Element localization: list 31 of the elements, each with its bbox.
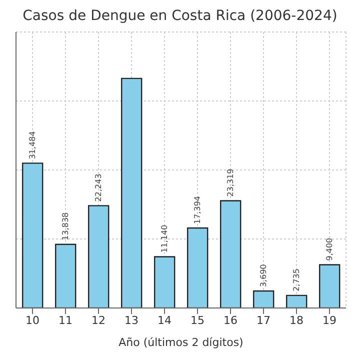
x-tick-label: 11 [58, 314, 72, 327]
bar [253, 290, 274, 308]
x-tick-label: 15 [190, 314, 204, 327]
data-label: 31,484 [28, 131, 38, 160]
data-label: 17,394 [193, 196, 202, 224]
data-label: 13,838 [61, 212, 70, 240]
x-axis-title: Año (últimos 2 dígitos) [118, 336, 244, 349]
bar [55, 244, 76, 308]
x-tick-label: 16 [224, 314, 238, 327]
x-tick-label: 17 [256, 314, 270, 327]
data-label: 3,690 [259, 264, 268, 288]
x-tick-label: 10 [26, 314, 40, 327]
bar [187, 227, 208, 308]
data-label: 23,319 [226, 168, 236, 197]
bar [319, 264, 340, 308]
x-tick-label: 12 [92, 314, 106, 327]
x-tick-label: 18 [290, 314, 304, 327]
x-tick-label: 19 [322, 314, 336, 327]
bar [22, 162, 44, 308]
data-label: 22,243 [94, 174, 104, 202]
bar [154, 256, 176, 308]
bar [121, 78, 142, 308]
data-label: 11,140 [160, 224, 170, 253]
bar [220, 200, 242, 308]
chart-title: Casos de Dengue en Costa Rica (2006-2024) [22, 8, 338, 26]
bar [286, 294, 308, 308]
x-tick-label: 14 [158, 314, 172, 327]
data-label: 2,735 [292, 268, 302, 292]
bar [88, 205, 110, 308]
data-label: 9,400 [325, 238, 334, 261]
x-tick-label: 13 [124, 314, 138, 327]
